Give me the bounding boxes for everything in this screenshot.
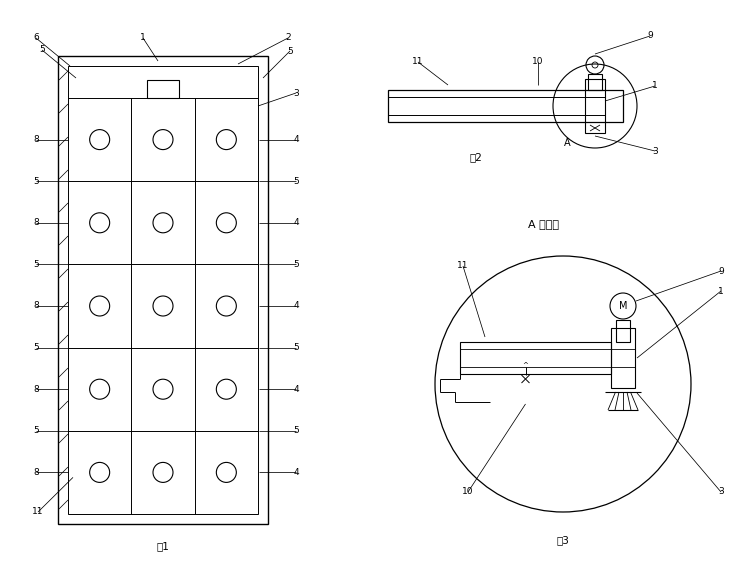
Bar: [68, 66, 258, 514]
Text: 1: 1: [652, 81, 658, 90]
Text: 3: 3: [293, 88, 299, 98]
Text: 11: 11: [32, 508, 44, 516]
Text: 5: 5: [293, 343, 299, 352]
Text: 8: 8: [33, 218, 39, 228]
Text: 10: 10: [463, 488, 474, 496]
Text: 11: 11: [457, 261, 469, 271]
Text: 3: 3: [718, 488, 724, 496]
Text: 2: 2: [285, 34, 291, 42]
Text: 5: 5: [33, 177, 39, 186]
Text: ^: ^: [523, 362, 529, 368]
Text: 4: 4: [293, 135, 299, 144]
Text: 图2: 图2: [469, 152, 482, 162]
Text: 5: 5: [287, 47, 293, 55]
Text: A: A: [564, 138, 570, 148]
Text: 9: 9: [647, 31, 653, 41]
Text: 1: 1: [718, 286, 724, 296]
Text: 4: 4: [293, 468, 299, 477]
Text: 5: 5: [39, 45, 45, 55]
Text: 4: 4: [293, 301, 299, 311]
Text: 10: 10: [532, 58, 544, 66]
Text: 8: 8: [33, 135, 39, 144]
Text: 8: 8: [33, 468, 39, 477]
Text: 11: 11: [412, 58, 424, 66]
Text: 6: 6: [33, 34, 39, 42]
Text: 5: 5: [33, 260, 39, 269]
Text: 图1: 图1: [156, 541, 170, 551]
Text: 5: 5: [293, 260, 299, 269]
Text: 9: 9: [718, 267, 724, 275]
Text: M: M: [619, 301, 627, 311]
Text: 5: 5: [33, 343, 39, 352]
Bar: [388, 90, 623, 122]
Bar: [588, 74, 602, 90]
Bar: [585, 79, 605, 133]
Text: 4: 4: [293, 218, 299, 228]
Text: 5: 5: [33, 426, 39, 435]
Bar: [616, 320, 630, 342]
Bar: [58, 56, 268, 524]
Text: 3: 3: [652, 147, 658, 155]
Text: 5: 5: [293, 177, 299, 186]
Text: 4: 4: [293, 385, 299, 393]
Text: 图3: 图3: [556, 535, 569, 545]
Text: 8: 8: [33, 385, 39, 393]
Bar: [147, 80, 179, 98]
Text: A 处放大: A 处放大: [527, 219, 559, 229]
Text: 8: 8: [33, 301, 39, 311]
Bar: [611, 328, 635, 388]
Text: 5: 5: [293, 426, 299, 435]
Bar: [460, 342, 611, 374]
Text: 1: 1: [140, 34, 146, 42]
